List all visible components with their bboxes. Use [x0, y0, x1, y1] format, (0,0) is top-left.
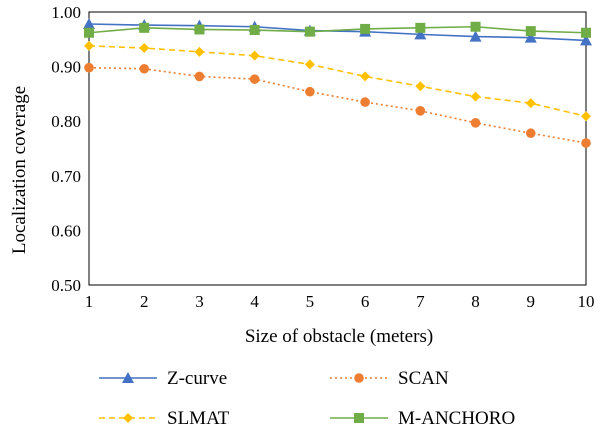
- x-tick-label: 6: [361, 292, 370, 311]
- y-tick-label: 1.00: [51, 3, 81, 22]
- data-point: [581, 138, 591, 148]
- data-point: [415, 106, 426, 116]
- x-tick-label: 7: [416, 292, 425, 311]
- series-line: [88, 23, 587, 42]
- data-point: [580, 34, 592, 46]
- data-point: [84, 27, 94, 38]
- x-tick-label: 10: [578, 292, 595, 311]
- data-point: [415, 22, 426, 33]
- y-tick-label: 0.90: [51, 58, 81, 77]
- legend-marker: [122, 372, 134, 383]
- data-point: [249, 25, 260, 36]
- series-slmat: [84, 40, 591, 122]
- data-point: [304, 26, 315, 37]
- data-point: [525, 26, 536, 37]
- y-axis-title: Localization coverage: [9, 86, 30, 254]
- legend-label: SCAN: [398, 368, 449, 389]
- data-point: [360, 23, 371, 34]
- x-tick-label: 8: [471, 292, 480, 311]
- x-tick-label: 2: [140, 292, 149, 311]
- x-tick-label: 9: [527, 292, 536, 311]
- data-point: [194, 24, 205, 35]
- x-axis-title: Size of obstacle (meters): [245, 326, 433, 347]
- data-point: [415, 81, 426, 92]
- legend-item: SLMAT: [99, 408, 230, 429]
- legend-marker: [354, 373, 364, 383]
- y-tick-label: 0.60: [51, 221, 81, 240]
- data-point: [249, 50, 260, 61]
- data-point: [525, 98, 536, 109]
- data-point: [524, 31, 537, 43]
- series-m-anchoro: [84, 21, 591, 38]
- plot-area-frame: [88, 11, 587, 286]
- data-point: [581, 27, 591, 38]
- data-point: [304, 59, 315, 70]
- data-point: [414, 28, 427, 40]
- legend-label: SLMAT: [167, 408, 230, 429]
- legend-item: M-ANCHORO: [330, 408, 515, 429]
- data-point: [469, 30, 482, 42]
- series-line: [88, 66, 587, 144]
- series-scan: [84, 62, 591, 148]
- series-line: [88, 25, 587, 34]
- data-point: [360, 97, 370, 107]
- y-tick-label: 0.70: [51, 167, 81, 186]
- x-tick-label: 3: [195, 292, 204, 311]
- data-point: [194, 46, 205, 57]
- legend-marker: [123, 413, 133, 423]
- legend-label: Z-curve: [167, 368, 227, 389]
- legend: Z-curve SCAN SLMAT M-ANCHORO: [99, 368, 515, 429]
- y-tick-label: 0.50: [51, 276, 81, 295]
- data-point: [581, 111, 591, 122]
- legend-marker: [354, 413, 364, 423]
- x-tick-label: 1: [85, 292, 94, 311]
- legend-item: SCAN: [330, 368, 449, 389]
- data-point: [139, 43, 150, 54]
- data-point: [470, 118, 481, 128]
- data-point: [525, 128, 536, 139]
- data-point: [470, 91, 481, 102]
- data-point: [360, 71, 371, 82]
- series-line: [88, 45, 587, 118]
- legend-label: M-ANCHORO: [398, 408, 515, 429]
- x-tick-label: 4: [250, 292, 259, 311]
- x-tick-label: 5: [306, 292, 315, 311]
- data-point: [83, 18, 95, 30]
- data-point: [139, 22, 150, 33]
- data-point: [194, 71, 205, 82]
- data-point: [84, 40, 94, 51]
- data-point: [249, 74, 260, 84]
- series-z-curve: [83, 18, 592, 46]
- data-point: [470, 21, 481, 32]
- data-point: [305, 86, 315, 97]
- legend-item: Z-curve: [99, 368, 227, 389]
- data-point: [84, 62, 94, 73]
- data-point: [139, 63, 150, 74]
- y-tick-label: 0.80: [51, 112, 81, 131]
